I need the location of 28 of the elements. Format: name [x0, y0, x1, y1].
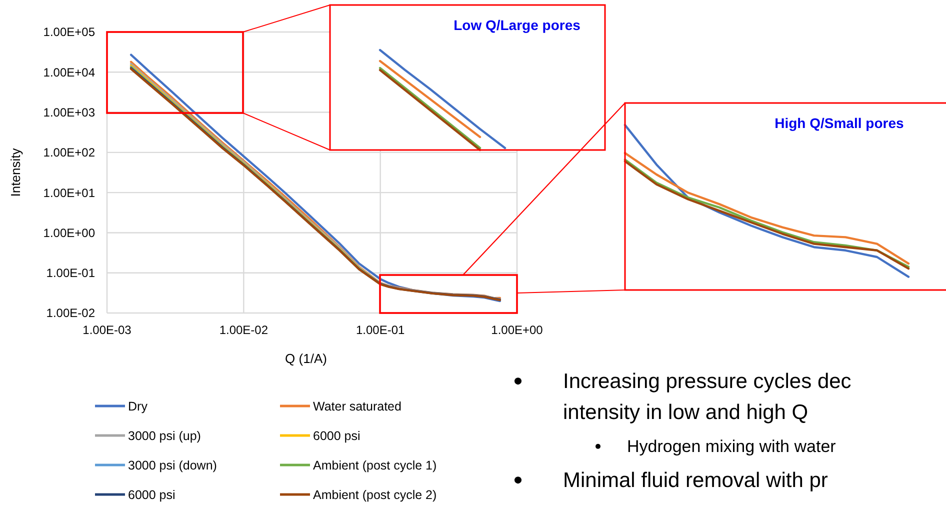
- y-tick-label: 1.00E-01: [46, 266, 96, 280]
- text: Increasing pressure cycles dec: [563, 370, 852, 393]
- y-tick-label: 1.00E+03: [43, 105, 96, 120]
- y-tick-label: 1.00E+05: [43, 25, 96, 40]
- y-tick-label: 1.00E+00: [43, 226, 96, 240]
- legend-label: 3000 psi (down): [128, 458, 217, 472]
- legend-label: Ambient (post cycle 1): [313, 458, 437, 472]
- legend-label: 3000 psi (up): [128, 428, 201, 443]
- chart-title: High Q/Small pores: [774, 115, 904, 131]
- legend-label: Water saturated: [313, 399, 402, 414]
- y-tick-label: 1.00E+02: [43, 146, 96, 160]
- x-tick-label: 1.00E+00: [491, 323, 544, 337]
- y-tick-label: 1.00E-02: [46, 306, 96, 320]
- x-tick-label: 1.00E-02: [219, 323, 268, 337]
- legend-label: 6000 psi: [128, 488, 176, 502]
- text: Minimal fluid removal with pr: [563, 469, 828, 492]
- x-tick-label: 1.00E-03: [82, 323, 132, 337]
- legend-label: 6000 psi: [313, 428, 360, 443]
- text: intensity in low and high Q: [563, 401, 808, 424]
- legend-label: Dry: [128, 399, 148, 414]
- text: Hydrogen mixing with water: [627, 437, 836, 456]
- chart-title: Low Q/Large pores: [454, 17, 581, 33]
- y-axis-title: Intensity: [8, 148, 23, 197]
- y-tick-label: 1.00E+01: [43, 186, 96, 200]
- x-tick-label: 1.00E-01: [356, 323, 406, 337]
- legend-label: Ambient (post cycle 2): [313, 488, 437, 502]
- y-tick-label: 1.00E+04: [43, 65, 96, 80]
- x-axis-title: Q (1/A): [285, 351, 327, 366]
